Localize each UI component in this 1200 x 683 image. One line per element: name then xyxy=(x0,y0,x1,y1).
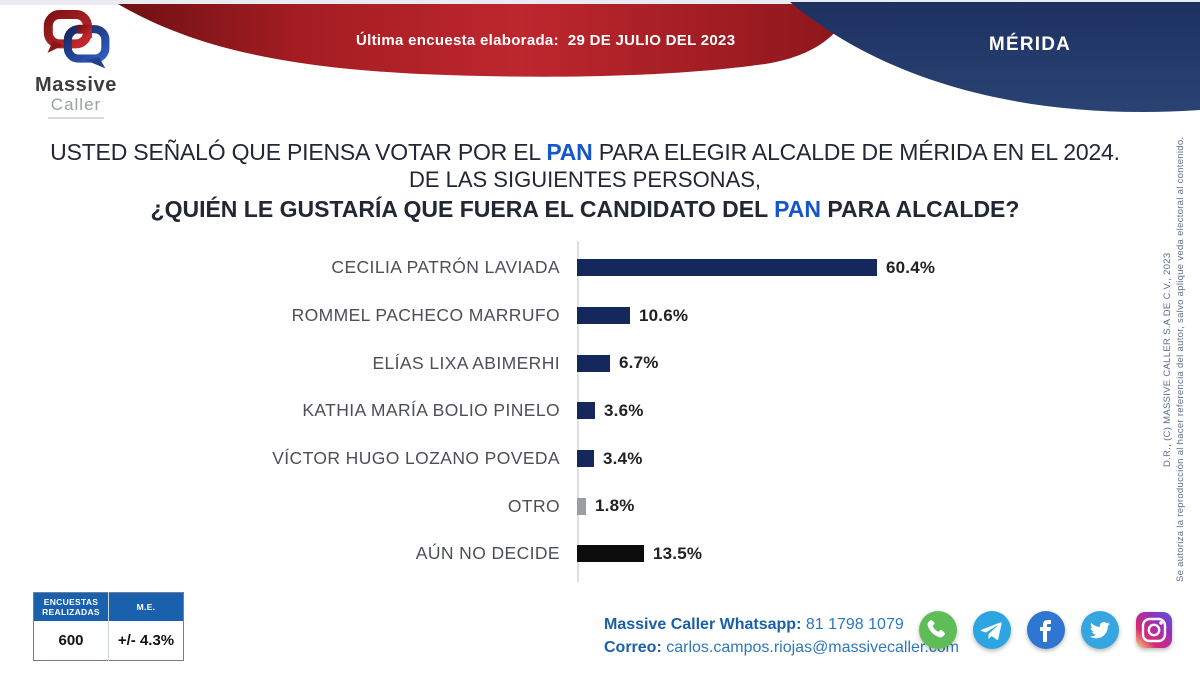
email-label: Correo: xyxy=(604,639,662,656)
chart-row: AÚN NO DECIDE 13.5% xyxy=(60,530,960,578)
value-label: 3.4% xyxy=(603,448,643,468)
category-label: KATHIA MARÍA BOLIO PINELO xyxy=(302,400,560,421)
stats-value-encuestas: 600 xyxy=(33,620,109,661)
bar xyxy=(577,307,630,325)
social-icons xyxy=(918,610,1174,650)
stats-header-me: M.E. xyxy=(108,592,184,621)
facebook-icon[interactable] xyxy=(1026,610,1066,650)
copyright-line-2: Se autoriza la reproducción al hacer ref… xyxy=(1175,136,1186,582)
chart-row: KATHIA MARÍA BOLIO PINELO 3.6% xyxy=(60,387,960,435)
contact-block: Massive Caller Whatsapp: 81 1798 1079 Co… xyxy=(604,613,959,659)
bar xyxy=(577,545,644,563)
category-label: VÍCTOR HUGO LOZANO POVEDA xyxy=(272,448,560,469)
copyright-line-1: D.R., (C) MASSIVE CALLER S.A DE C.V., 20… xyxy=(1162,252,1173,468)
bar xyxy=(577,450,594,468)
chart-row: CECILIA PATRÓN LAVIADA 60.4% xyxy=(60,244,960,292)
banner-label: Última encuesta elaborada: xyxy=(356,32,559,49)
value-label: 6.7% xyxy=(619,353,659,373)
title-line-3: ¿QUIÉN LE GUSTARÍA QUE FUERA EL CANDIDAT… xyxy=(150,196,1020,222)
value-label: 13.5% xyxy=(653,543,703,563)
region-title: MÉRIDA xyxy=(988,34,1072,55)
email-line: Correo: carlos.campos.riojas@massivecall… xyxy=(604,636,959,659)
title-line-1: USTED SEÑALÓ QUE PIENSA VOTAR POR EL PAN… xyxy=(50,139,1120,165)
value-label: 60.4% xyxy=(886,257,936,277)
logo-word-massive: Massive xyxy=(34,74,118,96)
whatsapp-label: Massive Caller Whatsapp: xyxy=(604,616,802,633)
whatsapp-number: 81 1798 1079 xyxy=(805,616,904,633)
logo-bubbles-icon xyxy=(43,10,110,69)
stats-header-encuestas: ENCUESTAS REALIZADAS xyxy=(33,592,109,621)
category-label: ELÍAS LIXA ABIMERHI xyxy=(372,352,560,373)
bar-rows: CECILIA PATRÓN LAVIADA 60.4% ROMMEL PACHEC… xyxy=(60,244,960,578)
instagram-icon[interactable] xyxy=(1134,610,1174,650)
twitter-icon[interactable] xyxy=(1080,610,1120,650)
bar xyxy=(577,259,877,277)
value-label: 10.6% xyxy=(639,305,689,325)
bar xyxy=(577,497,586,515)
massive-caller-logo: Massive Caller xyxy=(24,8,128,119)
red-ribbon xyxy=(118,4,852,77)
banner-date: 29 DE JULIO DEL 2023 xyxy=(567,32,736,49)
category-label: ROMMEL PACHECO MARRUFO xyxy=(291,305,560,326)
chart-row: VÍCTOR HUGO LOZANO POVEDA 3.4% xyxy=(60,435,960,483)
category-label: CECILIA PATRÓN LAVIADA xyxy=(331,257,560,278)
value-label: 1.8% xyxy=(595,496,635,516)
chart-row: ELÍAS LIXA ABIMERHI 6.7% xyxy=(60,339,960,387)
title-line-2: DE LAS SIGUIENTES PERSONAS, xyxy=(408,167,762,192)
logo-tagline xyxy=(48,117,104,119)
bar xyxy=(577,402,595,420)
category-label: AÚN NO DECIDE xyxy=(415,543,560,564)
header-ribbons xyxy=(118,2,1200,112)
whatsapp-icon[interactable] xyxy=(918,610,958,650)
chart-row: OTRO 1.8% xyxy=(60,482,960,530)
chart-row: ROMMEL PACHECO MARRUFO 10.6% xyxy=(60,292,960,340)
last-survey-banner: Última encuesta elaborada: 29 DE JULIO DE… xyxy=(356,32,735,49)
email-address: carlos.campos.riojas@massivecaller.com xyxy=(666,639,960,656)
top-strip xyxy=(0,0,1200,5)
category-label: OTRO xyxy=(507,495,560,516)
pan-accent: PAN xyxy=(546,139,593,165)
value-label: 3.6% xyxy=(604,400,644,420)
telegram-icon[interactable] xyxy=(972,610,1012,650)
stats-value-me: +/- 4.3% xyxy=(108,620,184,661)
bar xyxy=(577,354,610,372)
blue-ribbon xyxy=(790,2,1200,112)
stats-table: ENCUESTAS REALIZADAS M.E. 600 +/- 4.3% xyxy=(33,592,184,661)
logo-word-caller: Caller xyxy=(50,95,102,114)
question-title: USTED SEÑALÓ QUE PIENSA VOTAR POR EL PAN… xyxy=(35,138,1135,224)
pan-accent: PAN xyxy=(774,196,821,222)
bar-chart: CECILIA PATRÓN LAVIADA 60.4% ROMMEL PACHEC… xyxy=(60,244,960,578)
whatsapp-line: Massive Caller Whatsapp: 81 1798 1079 xyxy=(604,613,959,636)
